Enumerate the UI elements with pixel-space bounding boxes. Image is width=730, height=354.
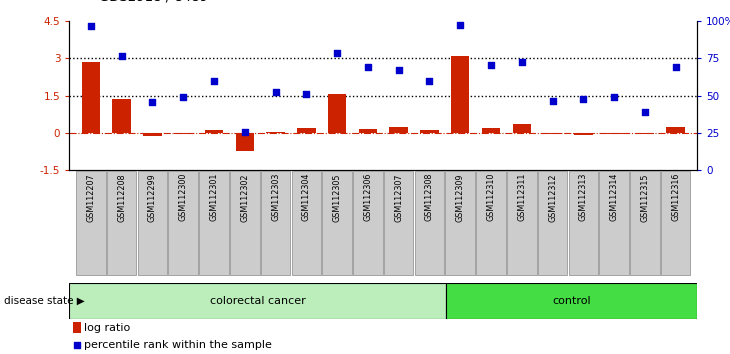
Text: GSM112301: GSM112301 — [210, 173, 218, 222]
Bar — [297, 128, 315, 133]
Bar — [574, 133, 593, 135]
Point — [608, 94, 620, 100]
Bar — [328, 95, 346, 133]
FancyBboxPatch shape — [661, 171, 691, 275]
Text: colorectal cancer: colorectal cancer — [210, 296, 306, 306]
Point — [577, 96, 589, 102]
Text: GSM112311: GSM112311 — [518, 173, 526, 222]
FancyBboxPatch shape — [507, 171, 537, 275]
Bar — [143, 133, 161, 136]
Text: percentile rank within the sample: percentile rank within the sample — [85, 340, 272, 350]
Point — [547, 98, 558, 103]
Point — [239, 129, 250, 134]
Bar — [451, 56, 469, 133]
FancyBboxPatch shape — [630, 171, 660, 275]
Bar — [236, 133, 254, 152]
Bar — [112, 99, 131, 133]
Point — [454, 22, 466, 28]
Text: GSM112307: GSM112307 — [394, 173, 403, 222]
FancyBboxPatch shape — [384, 171, 413, 275]
FancyBboxPatch shape — [415, 171, 444, 275]
Text: GSM112309: GSM112309 — [456, 173, 465, 222]
FancyBboxPatch shape — [538, 171, 567, 275]
FancyBboxPatch shape — [323, 171, 352, 275]
Text: GDS2918 / 8489: GDS2918 / 8489 — [99, 0, 207, 4]
Text: GSM112303: GSM112303 — [271, 173, 280, 222]
Text: GSM112300: GSM112300 — [179, 173, 188, 222]
Point — [269, 89, 281, 95]
Text: GSM112208: GSM112208 — [118, 173, 126, 222]
FancyBboxPatch shape — [107, 171, 137, 275]
Bar — [266, 131, 285, 133]
FancyBboxPatch shape — [599, 171, 629, 275]
Text: GSM112299: GSM112299 — [148, 173, 157, 222]
Text: GSM112302: GSM112302 — [240, 173, 249, 222]
Bar — [174, 133, 193, 134]
Text: GSM112308: GSM112308 — [425, 173, 434, 222]
FancyBboxPatch shape — [230, 171, 260, 275]
Point — [516, 59, 528, 65]
FancyBboxPatch shape — [476, 171, 506, 275]
Text: GSM112312: GSM112312 — [548, 173, 557, 222]
FancyBboxPatch shape — [261, 171, 291, 275]
Point — [639, 109, 650, 115]
Text: control: control — [553, 296, 591, 306]
Point — [208, 78, 220, 84]
Bar — [512, 124, 531, 133]
Bar — [420, 130, 439, 133]
Bar — [666, 127, 685, 133]
Text: GSM112306: GSM112306 — [364, 173, 372, 222]
Point — [331, 51, 343, 56]
Text: GSM112313: GSM112313 — [579, 173, 588, 222]
Point — [147, 99, 158, 105]
Bar — [73, 322, 82, 333]
Bar — [82, 62, 100, 133]
Point — [177, 94, 189, 100]
FancyBboxPatch shape — [76, 171, 106, 275]
Text: GSM112314: GSM112314 — [610, 173, 618, 222]
FancyBboxPatch shape — [138, 171, 167, 275]
Point — [116, 53, 128, 59]
Bar — [389, 127, 408, 133]
Text: GSM112304: GSM112304 — [301, 173, 311, 222]
Point — [423, 78, 435, 84]
Point — [72, 342, 83, 348]
Text: disease state ▶: disease state ▶ — [4, 296, 85, 306]
Bar — [204, 130, 223, 133]
FancyBboxPatch shape — [353, 171, 383, 275]
Text: GSM112305: GSM112305 — [333, 173, 342, 222]
Text: GSM112207: GSM112207 — [86, 173, 96, 222]
FancyBboxPatch shape — [569, 171, 598, 275]
FancyBboxPatch shape — [291, 171, 321, 275]
Point — [485, 62, 497, 68]
FancyBboxPatch shape — [445, 171, 475, 275]
Bar — [358, 129, 377, 133]
Text: GSM112315: GSM112315 — [640, 173, 649, 222]
Bar — [69, 283, 446, 319]
Text: GSM112316: GSM112316 — [671, 173, 680, 222]
Point — [393, 67, 404, 73]
Bar — [543, 133, 562, 134]
Point — [362, 64, 374, 70]
Bar — [482, 128, 500, 133]
Bar — [636, 133, 654, 134]
Point — [669, 64, 681, 70]
Text: log ratio: log ratio — [85, 323, 131, 333]
Point — [85, 23, 97, 29]
Point — [301, 92, 312, 97]
Bar — [605, 133, 623, 134]
Text: GSM112310: GSM112310 — [486, 173, 496, 222]
FancyBboxPatch shape — [169, 171, 198, 275]
FancyBboxPatch shape — [199, 171, 228, 275]
Bar — [446, 283, 697, 319]
